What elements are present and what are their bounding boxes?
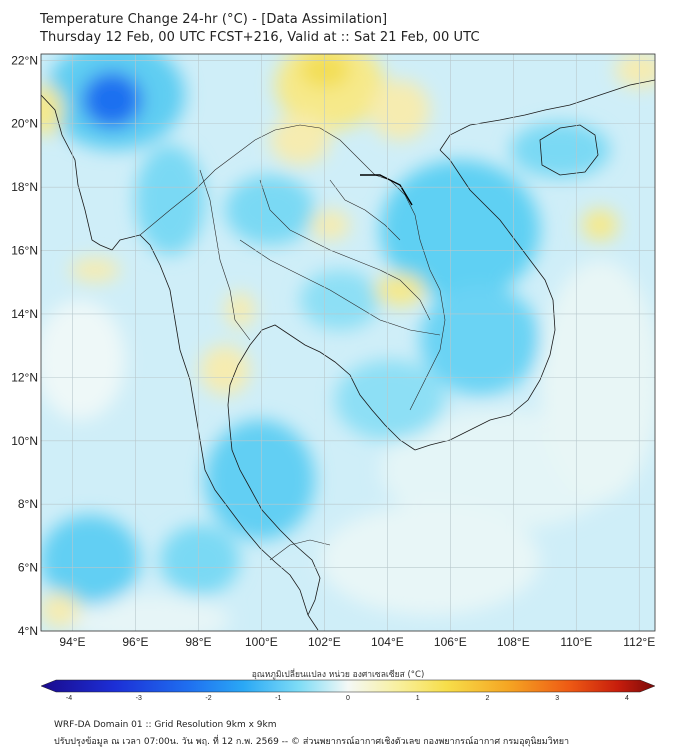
lat-label: 18°N xyxy=(11,180,38,194)
inland-border-3 xyxy=(259,179,431,321)
lat-label: 20°N xyxy=(11,117,38,131)
temperature-change-map: 22°N 20°N 18°N 16°N 14°N 12°N 10°N 8°N 6°N 4°N 94… xyxy=(11,53,656,702)
lon-label: 94°E xyxy=(59,635,85,649)
inland-border-2 xyxy=(199,169,251,341)
lat-label: 14°N xyxy=(11,307,38,321)
lat-label: 22°N xyxy=(11,53,38,67)
lon-label: 112°E xyxy=(623,635,655,649)
colorbar-tick-label: -3 xyxy=(136,695,142,702)
myanmar-coast xyxy=(41,94,141,251)
colorbar-tick-label: 0 xyxy=(346,695,350,702)
lat-label: 4°N xyxy=(18,624,38,638)
colorbar-tick-label: -1 xyxy=(275,695,281,702)
lat-label: 8°N xyxy=(18,497,38,511)
footer-line-2: ปรับปรุงข้อมูล ณ เวลา 07:00น. วัน พฤ. ที… xyxy=(54,737,570,747)
lon-label: 102°E xyxy=(308,635,341,649)
inland-border-4 xyxy=(329,179,401,241)
west-peninsula-coast xyxy=(139,234,309,616)
colorbar-tick-label: 3 xyxy=(555,695,559,702)
inland-border-5 xyxy=(239,239,441,336)
lat-label: 12°N xyxy=(11,370,38,384)
lon-label: 98°E xyxy=(185,635,211,649)
lat-label: 6°N xyxy=(18,561,38,575)
colorbar-tick-label: 4 xyxy=(625,695,629,702)
graticule xyxy=(41,54,655,632)
colorbar-tick-label: -4 xyxy=(66,695,72,702)
colorbar-bar xyxy=(40,679,656,693)
admin-borders xyxy=(139,124,446,561)
colorbar-label: อุณหภูมิเปลี่ยนแปลง หน่วย องศาเซลเซียส (… xyxy=(251,670,425,680)
coastlines xyxy=(41,79,655,631)
lat-labels: 22°N 20°N 18°N 16°N 14°N 12°N 10°N 8°N 6°N 4°N xyxy=(11,53,38,638)
lon-labels: 94°E 96°E 98°E 100°E 102°E 104°E 106°E 108°E 110… xyxy=(59,635,655,649)
laos-vietnam-border xyxy=(360,174,413,206)
temperature-field xyxy=(41,54,655,631)
lon-label: 110°E xyxy=(560,635,592,649)
lon-label: 100°E xyxy=(245,635,278,649)
colorbar-ticks: -4 -3 -2 -1 0 1 2 3 4 xyxy=(66,695,629,702)
lat-label: 16°N xyxy=(11,244,38,258)
hainan-island xyxy=(539,124,599,176)
colorbar-tick-label: 2 xyxy=(486,695,490,702)
colorbar: -4 -3 -2 -1 0 1 2 3 4 xyxy=(40,679,656,702)
lon-label: 96°E xyxy=(122,635,148,649)
colorbar-tick-label: -2 xyxy=(205,695,211,702)
malaysia-border xyxy=(269,539,331,561)
map-frame xyxy=(40,53,656,632)
lon-label: 108°E xyxy=(497,635,530,649)
vietnam-coast xyxy=(414,149,556,451)
colorbar-tick-label: 1 xyxy=(416,695,420,702)
footer-line-1: WRF-DA Domain 01 :: Grid Resolution 9km … xyxy=(54,720,277,730)
gulf-coast xyxy=(227,324,416,616)
lon-label: 104°E xyxy=(371,635,404,649)
lon-label: 106°E xyxy=(434,635,467,649)
china-coast xyxy=(439,79,655,151)
malaysia-coast xyxy=(307,614,319,631)
map-subtitle: Thursday 12 Feb, 00 UTC FCST+216, Valid … xyxy=(40,30,480,45)
map-title: Temperature Change 24-hr (°C) - [Data As… xyxy=(40,12,388,27)
lat-label: 10°N xyxy=(11,434,38,448)
